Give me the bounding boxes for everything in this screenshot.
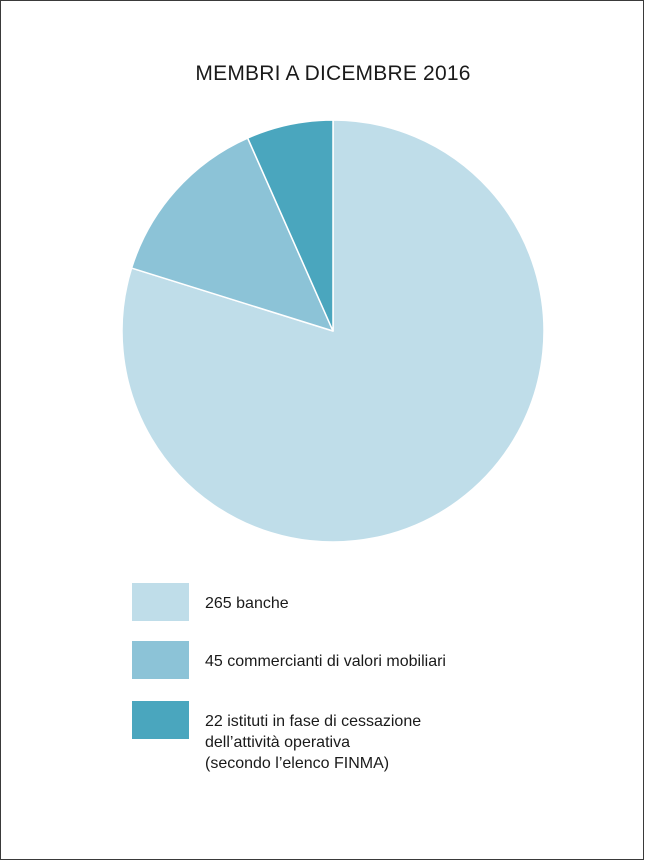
- pie-slice-commercianti: [130, 137, 334, 332]
- legend-label-banche: 265 banche: [205, 595, 289, 612]
- legend-swatch-banche: [132, 583, 189, 621]
- legend-swatch-istituti: [132, 701, 189, 739]
- chart-title: MEMBRI A DICEMBRE 2016: [195, 62, 471, 85]
- legend-label-istituti: 22 istituti in fase di cessazione dell’a…: [205, 713, 422, 772]
- legend-swatch-commercianti: [132, 641, 189, 679]
- pie-slice-istituti: [246, 119, 334, 332]
- legend-label-commercianti: 45 commercianti di valori mobiliari: [205, 653, 446, 670]
